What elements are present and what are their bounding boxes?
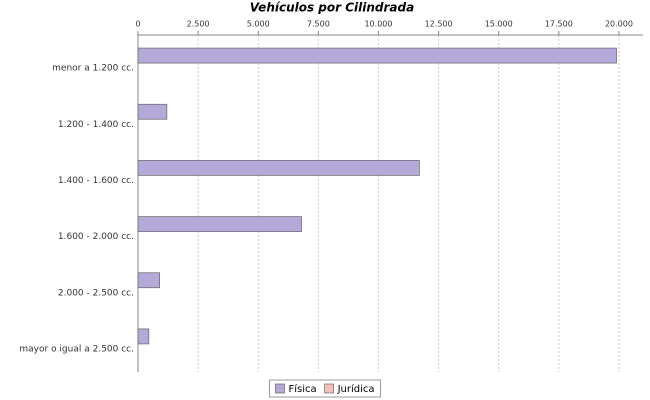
y-tick-label: 1.400 - 1.600 cc. (58, 176, 134, 186)
legend-label: Jurídica (337, 383, 375, 395)
x-tick-label: 0 (135, 20, 140, 29)
legend-label: Física (288, 383, 316, 395)
x-tick-label: 17.500 (545, 20, 573, 29)
bar (137, 103, 168, 120)
y-tick-label: 2.000 - 2.500 cc. (58, 288, 134, 298)
x-tick-label: 15.000 (485, 20, 513, 29)
x-tick-label: 5.000 (247, 20, 270, 29)
y-tick-label: 1.200 - 1.400 cc. (58, 120, 134, 130)
bar (137, 47, 617, 64)
x-tick-label: 7.500 (307, 20, 330, 29)
x-tick-label: 10.000 (364, 20, 392, 29)
x-tick-label: 12.500 (425, 20, 453, 29)
bar (137, 272, 160, 289)
bar (137, 160, 420, 176)
legend: Física Jurídica (268, 379, 382, 398)
y-tick-label: 1.600 - 2.000 cc. (58, 232, 134, 242)
x-tick-label: 2.500 (187, 20, 210, 29)
y-tick-label: mayor o igual a 2.500 cc. (19, 344, 134, 354)
x-tick-label: 20.000 (605, 20, 633, 29)
bar (137, 328, 150, 345)
bar (137, 216, 302, 232)
y-tick-label: menor a 1.200 cc. (52, 64, 134, 74)
legend-swatch (275, 383, 285, 394)
chart-title: Vehículos por Cilindrada (250, 1, 414, 15)
legend-swatch (324, 383, 334, 394)
